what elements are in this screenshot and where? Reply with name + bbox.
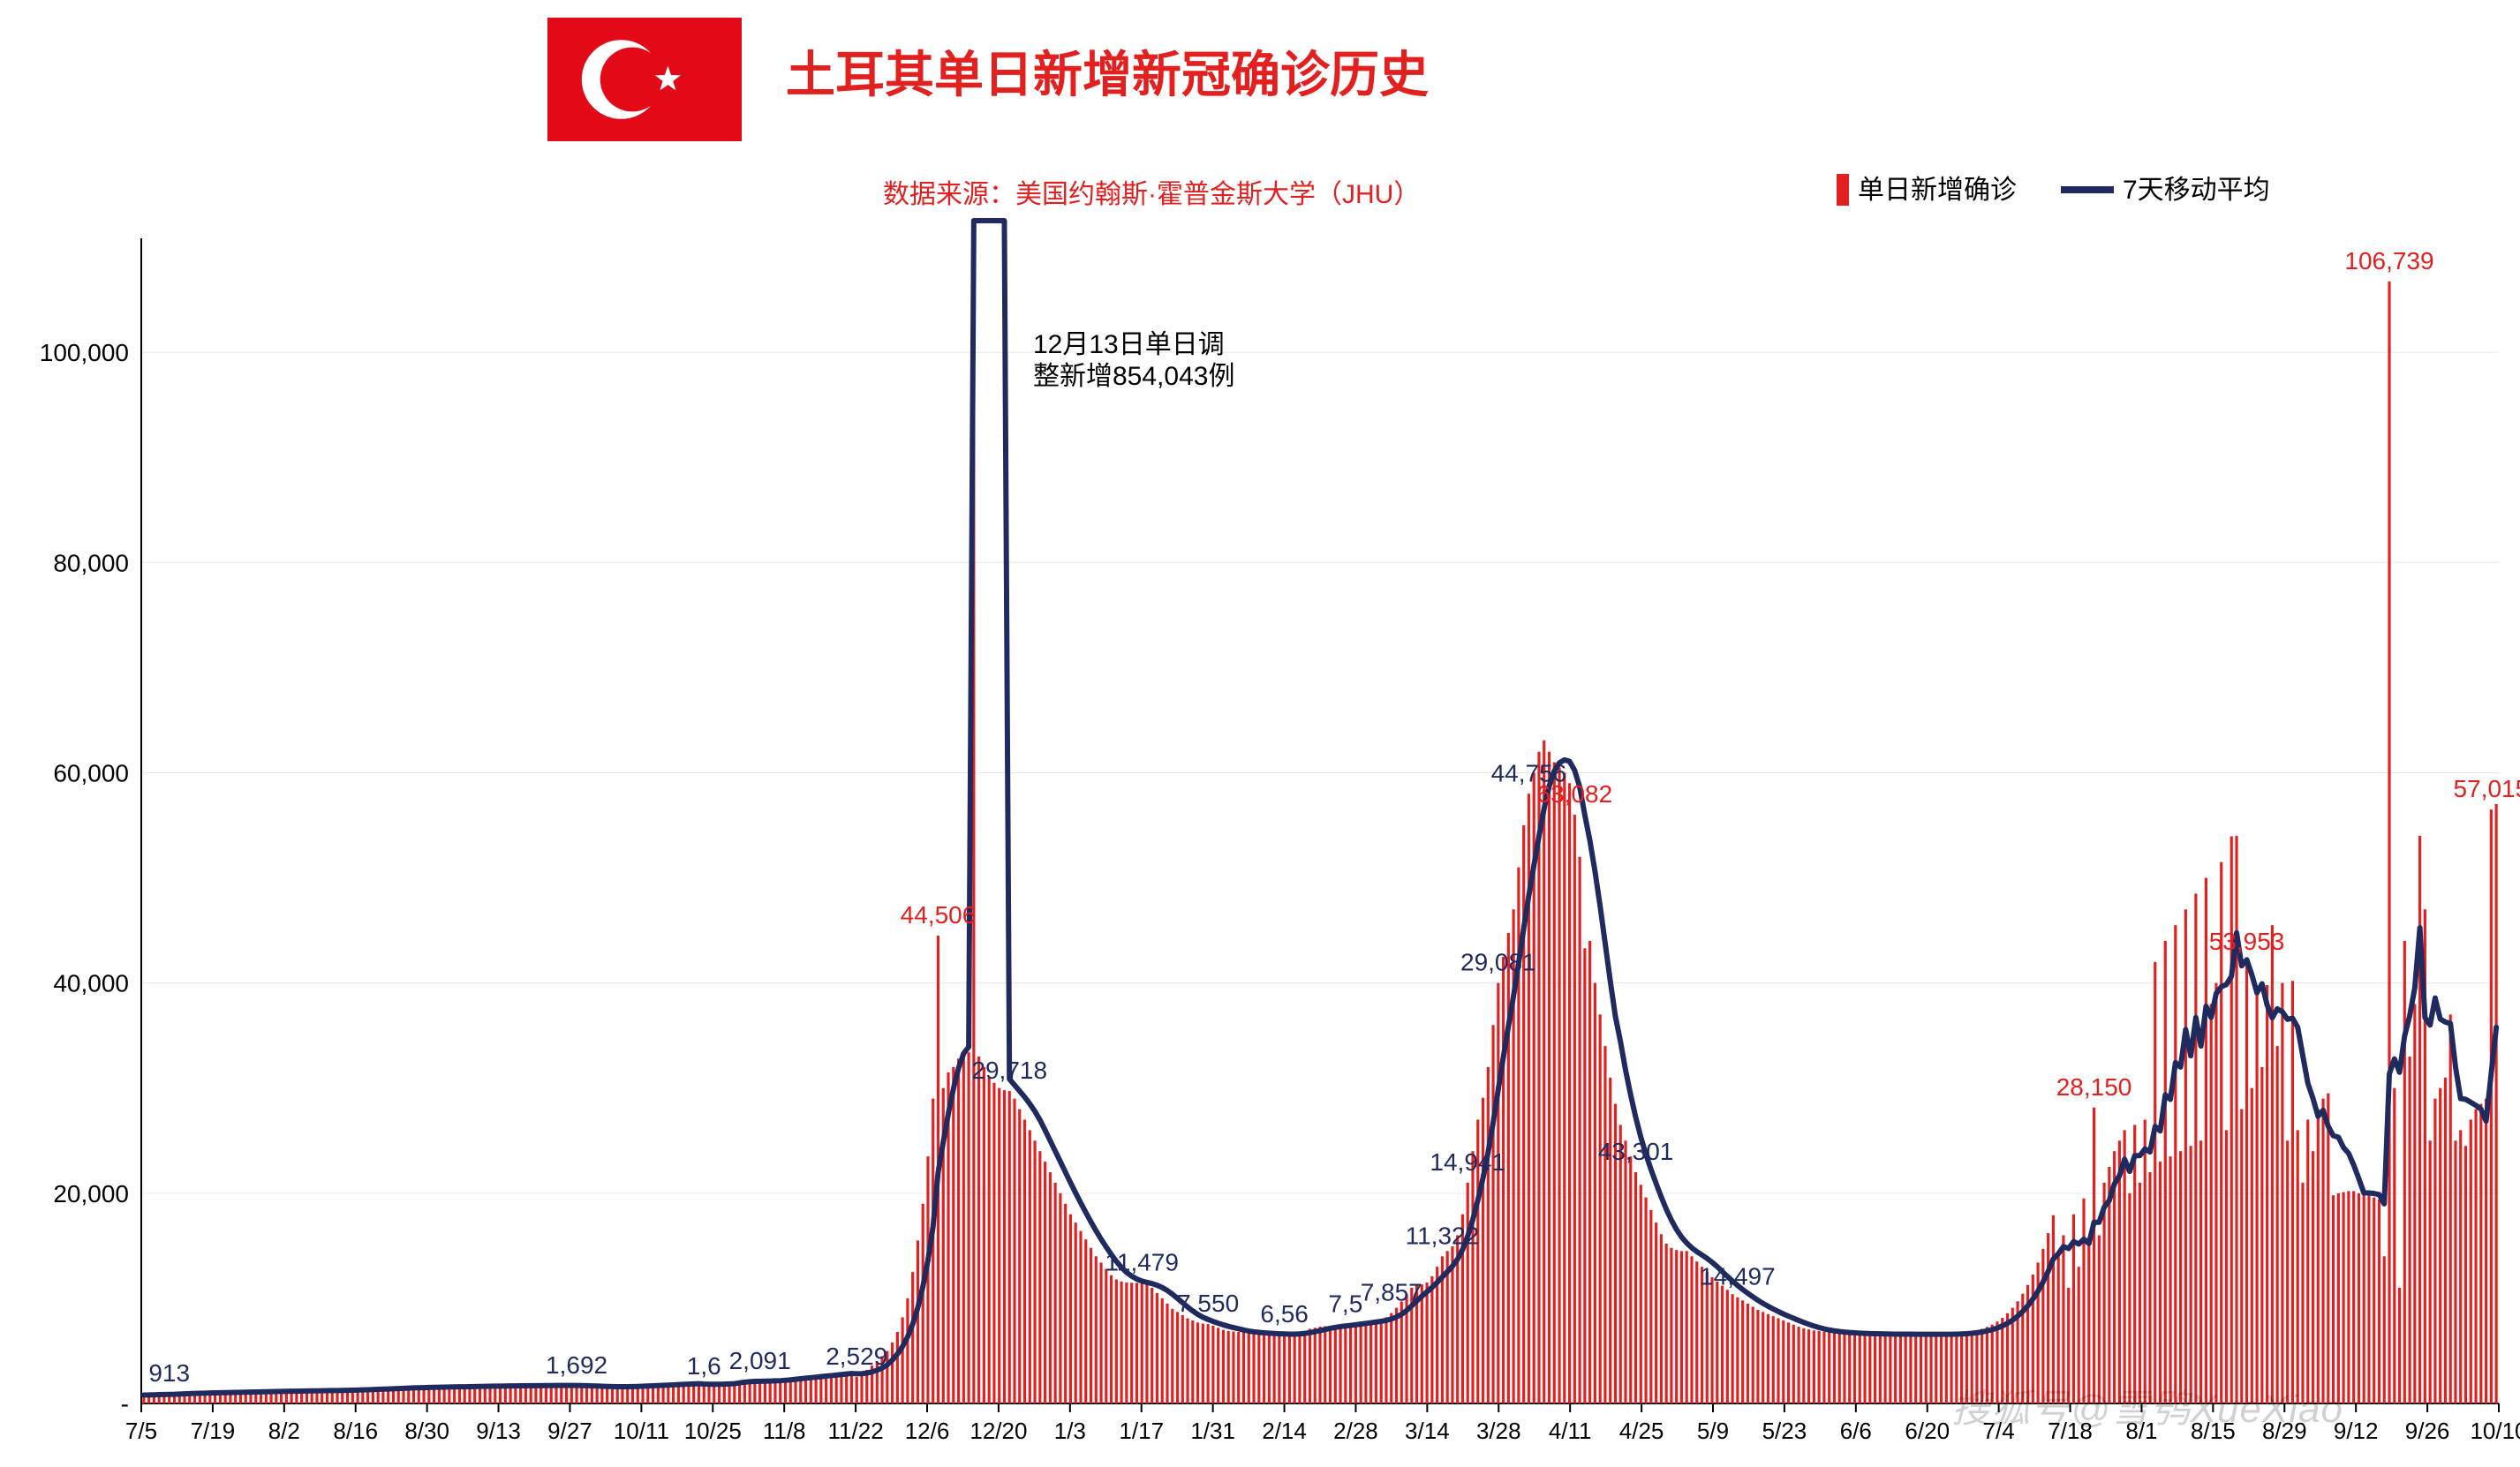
callout-label: 53,953: [2209, 928, 2285, 955]
callout-label: 28,150: [2056, 1073, 2132, 1101]
callout-label: 11,322: [1406, 1222, 1480, 1249]
callout-label: 43,301: [1598, 1138, 1674, 1165]
x-tick-label: 8/29: [2262, 1418, 2307, 1444]
callout-label: 57,015: [2454, 775, 2520, 802]
y-tick-label: 40,000: [53, 970, 129, 997]
callout-label: 11,479: [1105, 1249, 1179, 1276]
spike-annotation: 整新增854,043例: [1033, 362, 1234, 391]
callout-label: 7,550: [1177, 1290, 1239, 1317]
callout-label: 7,5: [1328, 1290, 1362, 1318]
spike-annotation: 12月13日单日调: [1033, 330, 1225, 359]
callout-label: 14,941: [1430, 1148, 1505, 1176]
x-tick-label: 8/1: [2125, 1418, 2157, 1444]
callout-label: 14,497: [1700, 1263, 1776, 1290]
x-tick-label: 11/22: [828, 1418, 884, 1444]
legend-label: 单日新增确诊: [1858, 176, 2017, 205]
callout-label: 1,692: [546, 1351, 607, 1379]
x-tick-label: 7/5: [125, 1418, 157, 1444]
callout-label: 63,082: [1537, 780, 1613, 808]
x-tick-label: 9/12: [2334, 1418, 2379, 1444]
x-tick-label: 9/13: [476, 1418, 521, 1444]
callout-label: 44,506: [901, 901, 977, 929]
y-tick-label: 20,000: [53, 1180, 129, 1207]
x-tick-label: 11/8: [763, 1418, 806, 1444]
x-tick-label: 1/17: [1119, 1418, 1164, 1444]
x-tick-label: 1/3: [1054, 1418, 1086, 1444]
x-tick-label: 8/15: [2191, 1418, 2236, 1444]
x-tick-label: 10/25: [684, 1418, 742, 1444]
y-tick-label: 60,000: [53, 759, 129, 786]
x-tick-label: 3/14: [1405, 1418, 1450, 1444]
y-tick-label: 100,000: [40, 339, 129, 366]
legend-label: 7天移动平均: [2123, 176, 2270, 205]
callout-label: 29,081: [1460, 949, 1536, 976]
turkey-flag-icon: [547, 18, 742, 141]
x-tick-label: 8/2: [268, 1418, 300, 1444]
x-tick-label: 7/19: [191, 1418, 236, 1444]
callout-label: 29,718: [971, 1057, 1047, 1084]
x-tick-label: 2/14: [1262, 1418, 1307, 1444]
x-tick-label: 7/4: [1983, 1418, 2015, 1444]
data-source-label: 数据来源：美国约翰斯·霍普金斯大学（JHU）: [883, 180, 1420, 209]
callout-label: 7,857: [1361, 1279, 1422, 1306]
callout-label: 2,529: [826, 1343, 887, 1370]
x-tick-label: 9/26: [2405, 1418, 2450, 1444]
callout-label: 6,56: [1260, 1300, 1309, 1328]
y-tick-label: 80,000: [53, 549, 129, 576]
x-tick-label: 5/23: [1762, 1418, 1807, 1444]
x-tick-label: 6/6: [1840, 1418, 1872, 1444]
x-tick-label: 12/6: [905, 1418, 950, 1444]
callout-label: 2,091: [729, 1347, 791, 1374]
x-tick-label: 4/25: [1619, 1418, 1664, 1444]
x-tick-label: 3/28: [1476, 1418, 1521, 1444]
x-tick-label: 10/10: [2470, 1418, 2520, 1444]
y-tick-label: -: [121, 1390, 129, 1418]
x-tick-label: 6/20: [1905, 1418, 1950, 1444]
x-tick-label: 7/18: [2048, 1418, 2093, 1444]
x-tick-label: 12/20: [970, 1418, 1027, 1444]
x-tick-label: 4/11: [1549, 1418, 1592, 1444]
legend-swatch-bar: [1837, 174, 1849, 206]
x-tick-label: 9/27: [547, 1418, 592, 1444]
x-tick-label: 10/11: [614, 1418, 669, 1444]
callout-label: 913: [148, 1359, 190, 1387]
callout-label: 1,6: [687, 1352, 721, 1380]
x-tick-label: 5/9: [1697, 1418, 1729, 1444]
x-tick-label: 8/16: [333, 1418, 378, 1444]
x-tick-label: 1/31: [1190, 1418, 1235, 1444]
x-tick-label: 8/30: [404, 1418, 449, 1444]
callout-label: 106,739: [2344, 247, 2433, 275]
chart-svg: 土耳其单日新增新冠确诊历史数据来源：美国约翰斯·霍普金斯大学（JHU） 单日新增确…: [0, 0, 2520, 1467]
chart-title: 土耳其单日新增新冠确诊历史: [786, 47, 1429, 102]
x-tick-label: 2/28: [1333, 1418, 1378, 1444]
